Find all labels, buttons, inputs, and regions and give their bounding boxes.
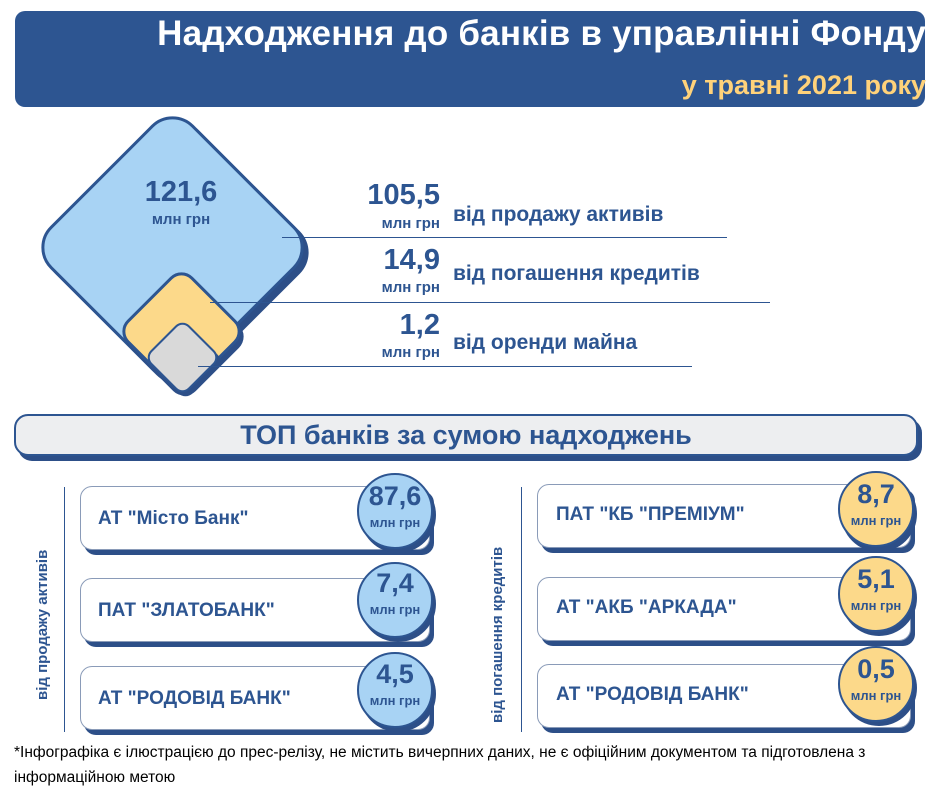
footnote: *Інфографіка є ілюстрацією до прес-реліз… xyxy=(14,744,866,786)
source-divider xyxy=(198,366,692,367)
source-value-assets: 105,5 xyxy=(367,179,440,211)
source-value-credits: 14,9 xyxy=(383,244,440,276)
source-label-credits: від погашення кредитів xyxy=(453,262,700,285)
value-circle xyxy=(357,473,433,549)
bank-name: АТ "АКБ "АРКАДА" xyxy=(556,597,737,618)
source-unit-assets: млн грн xyxy=(381,215,440,232)
bank-value: 7,4 xyxy=(376,568,414,598)
section-title: ТОП банків за сумою надходжень xyxy=(240,420,692,450)
source-divider xyxy=(210,302,770,303)
source-value-rent: 1,2 xyxy=(399,309,440,341)
source-label-assets: від продажу активів xyxy=(453,203,664,226)
value-circle xyxy=(357,652,433,728)
bank-name: АТ "РОДОВІД БАНК" xyxy=(98,688,291,709)
bank-unit: млн грн xyxy=(369,515,421,530)
source-unit-rent: млн грн xyxy=(381,344,440,361)
value-circle xyxy=(838,556,914,632)
left-group-label: від продажу активів xyxy=(34,549,51,700)
bank-unit: млн грн xyxy=(369,693,421,708)
bank-name: АТ "РОДОВІД БАНК" xyxy=(556,684,749,705)
bank-value: 8,7 xyxy=(857,479,895,509)
source-divider xyxy=(282,237,727,238)
page-title: Надходження до банків в управлінні Фонду xyxy=(157,14,926,53)
bank-value: 5,1 xyxy=(857,564,895,594)
right-group-divider xyxy=(521,487,522,732)
bank-value: 4,5 xyxy=(376,659,414,689)
value-circle xyxy=(357,562,433,638)
value-circle xyxy=(838,471,914,547)
source-label-rent: від оренди майна xyxy=(453,331,638,354)
page-subtitle: у травні 2021 року xyxy=(681,70,926,100)
section-banner xyxy=(14,414,918,456)
right-group-label: від погашення кредитів xyxy=(489,546,506,723)
bank-value: 0,5 xyxy=(857,654,895,684)
value-circle xyxy=(838,646,914,722)
bank-name: АТ "Місто Банк" xyxy=(98,508,249,529)
total-value: 121,6 xyxy=(144,176,218,208)
header-banner xyxy=(15,11,925,107)
bank-value: 87,6 xyxy=(368,481,422,511)
bank-name: ПАТ "ЗЛАТОБАНК" xyxy=(98,600,275,621)
bank-unit: млн грн xyxy=(850,688,902,703)
total-unit: млн грн xyxy=(151,211,211,228)
source-unit-credits: млн грн xyxy=(381,279,440,296)
bank-unit: млн грн xyxy=(850,513,902,528)
bank-name: ПАТ "КБ "ПРЕМІУМ" xyxy=(556,504,745,525)
bank-unit: млн грн xyxy=(850,598,902,613)
bank-unit: млн грн xyxy=(369,602,421,617)
left-group-divider xyxy=(64,487,65,732)
